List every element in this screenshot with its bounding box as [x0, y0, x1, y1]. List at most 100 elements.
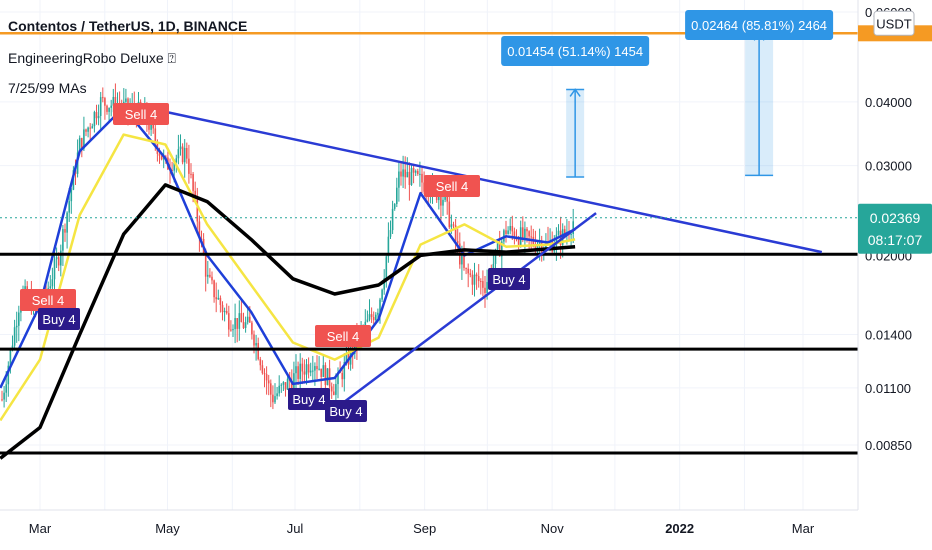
candle-body: [444, 195, 446, 200]
candle-body: [112, 96, 115, 106]
candle-body: [18, 312, 20, 326]
candle-body: [181, 146, 184, 163]
candle-body: [62, 229, 64, 251]
time-axis[interactable]: Mar May Jul Sep Nov 2022 Mar: [0, 509, 858, 536]
candle-body: [66, 212, 68, 233]
candle-body: [301, 363, 304, 372]
ma-line-2: [0, 133, 576, 422]
candle-body: [5, 384, 7, 393]
candle-body: [53, 259, 56, 280]
candle-body: [194, 190, 196, 197]
candle-body: [463, 255, 465, 268]
candle-body: [385, 256, 388, 279]
candle-body: [318, 368, 320, 370]
candle-body: [179, 146, 182, 150]
candle-body: [95, 112, 98, 119]
candle-body: [97, 115, 100, 119]
candle-body: [228, 313, 230, 330]
candle-body: [456, 240, 459, 244]
time-tick-label: Jul: [287, 521, 304, 536]
candle-body: [173, 162, 175, 171]
candle-body: [68, 201, 70, 213]
candle-body: [282, 382, 285, 385]
candle-body: [305, 364, 308, 375]
candle-body: [309, 370, 312, 373]
candle-body: [148, 121, 150, 130]
candle-body: [494, 249, 497, 264]
candle-body: [9, 348, 12, 366]
candle-body: [410, 168, 413, 185]
candle-body: [505, 230, 507, 234]
sell-signal-label: Sell 4: [32, 293, 65, 308]
candle-body: [158, 153, 161, 156]
candle-body: [337, 372, 339, 385]
signals-layer: Sell 4 Buy 4 Sell 4 Sell 4 Buy 4 Buy 4 Sell 4 B…: [20, 103, 530, 422]
candle-body: [335, 384, 337, 395]
candle-body: [330, 386, 333, 392]
time-tick-label: Nov: [541, 521, 565, 536]
candle-body: [557, 230, 560, 235]
candle-body: [341, 372, 343, 380]
price-tick-label: 0.01100: [865, 381, 911, 396]
currency-badge: [873, 10, 915, 36]
candle-body: [175, 158, 178, 163]
candle-body: [211, 276, 213, 281]
candle-body: [257, 343, 259, 360]
candle-body: [522, 227, 524, 238]
candle-body: [511, 226, 514, 232]
candle-body: [108, 107, 110, 112]
candle-body: [70, 189, 73, 202]
candle-body: [246, 316, 249, 323]
candle-body: [150, 121, 152, 130]
candle-body: [190, 173, 192, 175]
candle-body: [515, 238, 518, 240]
candle-body: [291, 381, 293, 389]
time-tick-label: May: [155, 521, 180, 536]
candle-body: [408, 171, 411, 185]
candle-body: [280, 384, 283, 386]
candle-body: [15, 325, 18, 328]
candle-body: [11, 345, 14, 349]
candle-body: [555, 234, 558, 246]
buy-signal: [288, 388, 330, 410]
candle-body: [314, 366, 316, 371]
candle-body: [81, 138, 83, 149]
candle-body: [377, 312, 379, 315]
currency-label: USDT: [876, 16, 911, 31]
candle-body: [534, 243, 537, 250]
candle-body: [450, 224, 453, 228]
candle-body: [465, 267, 467, 269]
trendline: [152, 107, 823, 254]
candle-body: [183, 147, 186, 163]
candle-body: [230, 329, 232, 331]
candle-body: [207, 274, 209, 277]
candle-body: [234, 318, 236, 330]
candle-body: [446, 195, 448, 202]
indicator-label[interactable]: EngineeringRobo Deluxe ⍰: [8, 50, 176, 66]
measure-arrow-head: [569, 88, 581, 97]
candle-body: [482, 281, 484, 288]
candle-body: [55, 257, 58, 260]
price-tick-label: 0.04000: [865, 95, 912, 110]
sell-signal-label: Sell 4: [125, 107, 158, 122]
candle-body: [538, 242, 541, 246]
candle-body: [154, 128, 157, 142]
candle-body: [91, 126, 94, 129]
candle-body: [89, 127, 91, 129]
candle-body: [85, 129, 87, 132]
time-tick-label: Mar: [29, 521, 52, 536]
candle-body: [64, 229, 66, 233]
candle-body: [370, 314, 373, 318]
candle-body: [400, 171, 402, 177]
candle-body: [372, 317, 375, 321]
candle-body: [217, 297, 220, 300]
candle-body: [270, 383, 272, 395]
candle-body: [276, 393, 278, 397]
candle-body: [209, 274, 211, 277]
candle-body: [303, 371, 306, 375]
candle-body: [177, 149, 180, 159]
ma-label[interactable]: 7/25/99 MAs: [8, 80, 87, 96]
candle-body: [204, 254, 207, 277]
candle-body: [3, 392, 5, 400]
